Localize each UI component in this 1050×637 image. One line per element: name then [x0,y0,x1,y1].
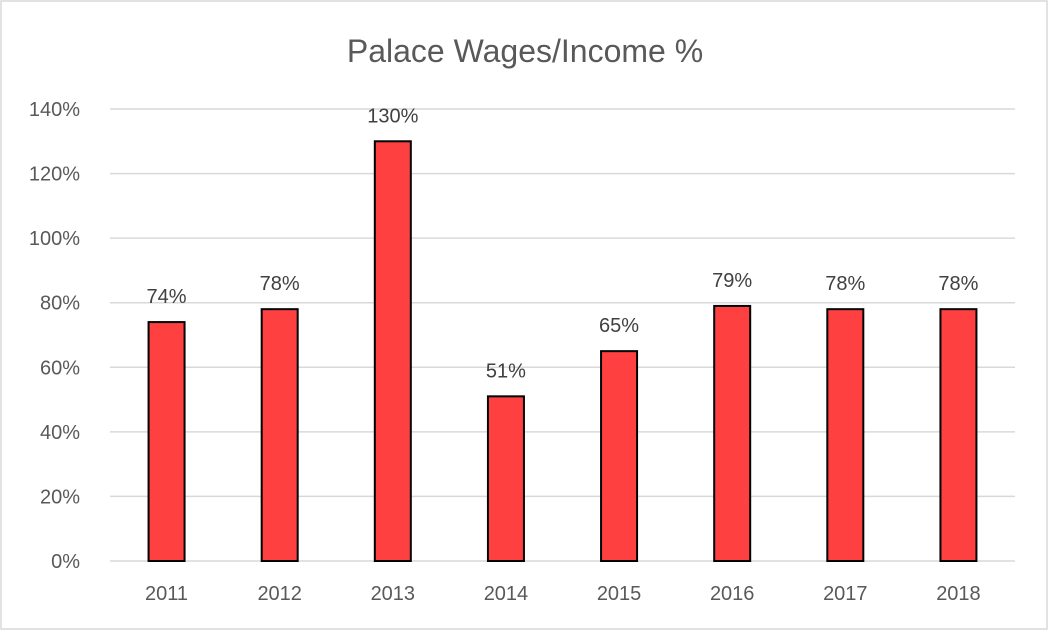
bar [939,308,978,562]
y-tick-label: 40% [40,422,80,444]
y-tick-label: 100% [29,228,80,250]
data-label: 78% [260,273,300,295]
data-label: 79% [712,270,752,292]
data-label: 51% [486,360,526,382]
data-label: 78% [825,273,865,295]
x-tick-label: 2013 [371,583,416,605]
data-label: 78% [938,273,978,295]
bar [147,321,186,563]
x-tick-label: 2017 [823,583,868,605]
y-tick-label: 80% [40,293,80,315]
bar [600,350,639,562]
y-tick-label: 0% [51,551,80,573]
x-tick-label: 2012 [257,583,302,605]
x-tick-label: 2015 [597,583,642,605]
chart-title: Palace Wages/Income % [347,33,703,69]
bar [713,304,752,563]
bar [486,395,525,563]
data-label: 74% [147,286,187,308]
bar [260,308,299,562]
bar [373,140,412,563]
y-tick-label: 140% [29,99,80,121]
x-tick-label: 2011 [145,583,188,605]
x-axis-ticks: 2011 2012 2013 2014 2015 2016 2017 2018 [145,583,981,605]
y-tick-label: 60% [40,357,80,379]
data-labels: 74% 78% 130% 51% 65% 79% 78% 78% [147,105,979,382]
bar [826,308,865,562]
y-tick-label: 120% [29,164,80,186]
y-tick-label: 20% [40,486,80,508]
x-tick-label: 2018 [936,583,981,605]
x-tick-label: 2014 [484,583,529,605]
data-label: 65% [599,315,639,337]
x-tick-label: 2016 [710,583,755,605]
y-axis-ticks: 0% 20% 40% 60% 80% 100% 120% 140% [29,99,80,573]
data-label: 130% [367,105,418,127]
bars [147,140,978,563]
